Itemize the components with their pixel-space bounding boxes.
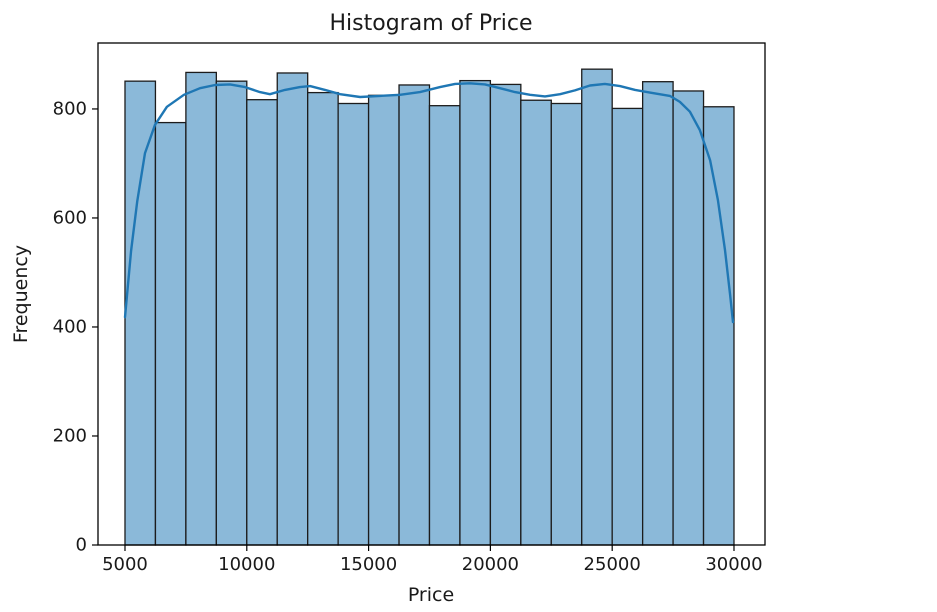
chart-title: Histogram of Price [330, 11, 533, 36]
x-tick-label: 20000 [462, 554, 519, 575]
histogram-bar [307, 91, 339, 546]
y-tick-label: 800 [53, 98, 87, 119]
plot-frame [97, 42, 766, 546]
histogram-bar [641, 81, 674, 546]
histogram-bar [520, 99, 552, 546]
kde-layer [123, 82, 735, 324]
histogram-bar [337, 102, 370, 546]
x-tick-label: 30000 [705, 554, 762, 575]
histogram-bar [185, 71, 217, 546]
histogram-bar [428, 105, 461, 546]
histogram-bar [398, 84, 431, 546]
histogram-bar [550, 102, 583, 546]
x-tick-label: 25000 [584, 554, 641, 575]
histogram-bar [581, 68, 613, 546]
histogram-bar [367, 94, 400, 546]
histogram-bar [246, 99, 278, 546]
x-axis-label: Price [408, 584, 454, 606]
histogram-bar [702, 106, 735, 546]
x-tick-label: 5000 [102, 554, 148, 575]
x-tick-label: 15000 [340, 554, 397, 575]
histogram-bar [154, 121, 187, 546]
histogram-bar [276, 72, 309, 546]
bars-layer [124, 68, 735, 546]
y-tick-label: 400 [53, 316, 87, 337]
y-axis-ticks: 0 200 400 600 800 [53, 98, 98, 556]
y-axis-label: Frequency [10, 245, 32, 343]
histogram-bar [672, 90, 705, 546]
kde-curve [123, 82, 735, 324]
histogram-bar [489, 83, 522, 546]
histogram-bar [124, 80, 157, 546]
x-tick-label: 10000 [218, 554, 275, 575]
x-axis-ticks: 5000 10000 15000 20000 25000 30000 [102, 545, 763, 575]
y-tick-label: 200 [53, 425, 87, 446]
histogram-bar [215, 80, 248, 546]
histogram-bar [611, 107, 644, 546]
y-tick-label: 0 [76, 535, 87, 556]
y-tick-label: 600 [53, 207, 87, 228]
histogram-bar [459, 79, 492, 546]
